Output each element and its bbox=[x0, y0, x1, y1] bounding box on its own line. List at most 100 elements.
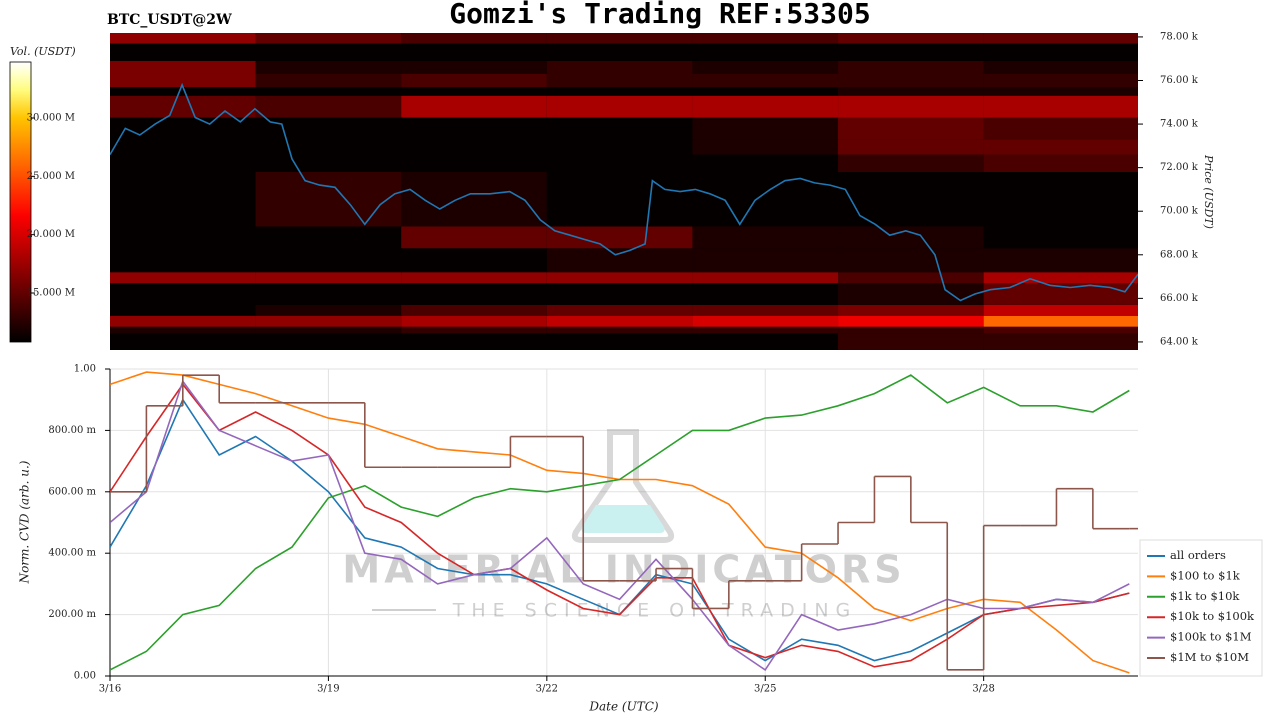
heatmap-cell bbox=[255, 315, 402, 327]
heatmap-cell bbox=[983, 315, 1138, 327]
heatmap-cell bbox=[110, 60, 256, 74]
heatmap-cell bbox=[255, 304, 402, 316]
heatmap-cell bbox=[546, 60, 693, 74]
heatmap-cell bbox=[110, 326, 256, 334]
heatmap-cell bbox=[110, 139, 256, 155]
heatmap-cell bbox=[546, 272, 693, 284]
heatmap-cell bbox=[401, 226, 547, 249]
heatmap-cell bbox=[838, 283, 984, 305]
heatmap-cell bbox=[401, 95, 547, 118]
heatmap-cell bbox=[546, 154, 693, 173]
heatmap-cell bbox=[692, 226, 839, 249]
heatmap-cell bbox=[255, 33, 402, 44]
colorbar-tick-label: 25.000 M bbox=[27, 171, 75, 182]
heatmap-cell bbox=[838, 272, 984, 284]
colorbar-label: Vol. (USDT) bbox=[10, 45, 76, 58]
y-tick-label: 0.00 bbox=[74, 671, 96, 682]
heatmap-cell bbox=[401, 304, 547, 316]
watermark: MATERIAL INDICATORS THE SCIENCE OF TRADI… bbox=[342, 429, 902, 622]
y-tick-label: 72.00 k bbox=[1160, 162, 1199, 173]
heatmap-cell bbox=[401, 326, 547, 334]
heatmap-cell bbox=[401, 333, 547, 350]
heatmap-cell bbox=[546, 226, 693, 249]
x-tick-label: 3/22 bbox=[536, 684, 558, 695]
heatmap-cell bbox=[255, 226, 402, 249]
heatmap-cell bbox=[110, 272, 256, 284]
y-tick-label: 76.00 k bbox=[1160, 75, 1199, 86]
heatmap-cell bbox=[983, 333, 1138, 350]
legend-label: $1M to $10M bbox=[1170, 650, 1249, 664]
x-tick-label: 3/16 bbox=[99, 684, 121, 695]
heatmap-cell bbox=[838, 43, 984, 61]
y-tick-label: 1.00 bbox=[74, 364, 96, 375]
heatmap-cell bbox=[546, 304, 693, 316]
y-tick-label: 200.00 m bbox=[48, 609, 96, 620]
heatmap-cell bbox=[692, 315, 839, 327]
heatmap-cell bbox=[255, 73, 402, 88]
heatmap-cell bbox=[838, 117, 984, 140]
heatmap-cell bbox=[838, 154, 984, 173]
heatmap-cell bbox=[401, 43, 547, 61]
heatmap-cell bbox=[983, 87, 1138, 96]
heatmap-cell bbox=[983, 248, 1138, 273]
heatmap-cells bbox=[110, 33, 1138, 350]
colorbar bbox=[9, 61, 32, 343]
heatmap-cell bbox=[838, 172, 984, 227]
heatmap-cell bbox=[110, 33, 256, 44]
y-tick-label: 400.00 m bbox=[48, 548, 96, 559]
heatmap-cell bbox=[401, 272, 547, 284]
heatmap-cell bbox=[983, 304, 1138, 316]
heatmap-cell bbox=[401, 60, 547, 74]
heatmap-cell bbox=[401, 33, 547, 44]
heatmap-cell bbox=[546, 73, 693, 88]
heatmap-cell bbox=[110, 154, 256, 173]
heatmap-cell bbox=[692, 139, 839, 155]
heatmap-cell bbox=[255, 326, 402, 334]
heatmap-cell bbox=[983, 154, 1138, 173]
heatmap-cell bbox=[255, 154, 402, 173]
heatmap-cell bbox=[546, 95, 693, 118]
heatmap-cell bbox=[692, 87, 839, 96]
heatmap-cell bbox=[255, 272, 402, 284]
heatmap-cell bbox=[546, 43, 693, 61]
colorbar-tick-label: 30.000 M bbox=[27, 113, 75, 124]
heatmap-cell bbox=[255, 139, 402, 155]
heatmap-cell bbox=[838, 326, 984, 334]
heatmap-cell bbox=[692, 95, 839, 118]
heatmap-cell bbox=[838, 60, 984, 74]
heatmap-cell bbox=[838, 139, 984, 155]
heatmap-cell bbox=[110, 87, 256, 96]
heatmap-cell bbox=[546, 87, 693, 96]
heatmap-cell bbox=[838, 226, 984, 249]
heatmap-cell bbox=[983, 33, 1138, 44]
heatmap-cell bbox=[692, 43, 839, 61]
heatmap-cell bbox=[110, 315, 256, 327]
y-tick-label: 66.00 k bbox=[1160, 293, 1199, 304]
heatmap-cell bbox=[838, 304, 984, 316]
heatmap-cell bbox=[692, 60, 839, 74]
heatmap-cell bbox=[110, 304, 256, 316]
heatmap-cell bbox=[110, 117, 256, 140]
x-axis-label: Date (UTC) bbox=[588, 700, 658, 714]
heatmap-cell bbox=[692, 172, 839, 227]
heatmap-cell bbox=[983, 283, 1138, 305]
heatmap-cell bbox=[110, 172, 256, 227]
heatmap-cell bbox=[401, 139, 547, 155]
heatmap-cell bbox=[401, 154, 547, 173]
heatmap-cell bbox=[546, 33, 693, 44]
price-line bbox=[110, 82, 1138, 302]
heatmap-cell bbox=[401, 117, 547, 140]
y-tick-label: 70.00 k bbox=[1160, 206, 1199, 217]
heatmap-cell bbox=[983, 117, 1138, 140]
heatmap-cell bbox=[255, 333, 402, 350]
heatmap-cell bbox=[983, 73, 1138, 88]
heatmap-cell bbox=[546, 248, 693, 273]
heatmap-cell bbox=[546, 333, 693, 350]
y-axis-label: Price (USDT) bbox=[1202, 154, 1215, 229]
legend-box bbox=[1139, 539, 1263, 677]
heatmap-cell bbox=[546, 283, 693, 305]
heatmap-cell bbox=[692, 283, 839, 305]
heatmap-cell bbox=[110, 226, 256, 249]
